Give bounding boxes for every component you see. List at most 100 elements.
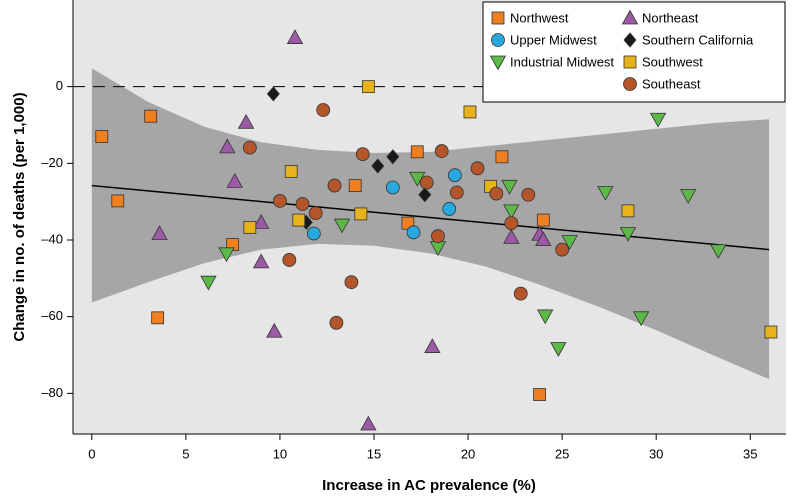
legend-label: Industrial Midwest xyxy=(510,54,614,69)
marker-triangle-down xyxy=(550,342,567,357)
legend-marker xyxy=(623,55,637,69)
x-tick-label: 15 xyxy=(367,446,381,461)
marker-square xyxy=(361,80,375,94)
marker-triangle-down xyxy=(501,179,518,195)
x-tick-label: 25 xyxy=(555,446,569,461)
marker-circle xyxy=(355,147,370,162)
marker-square xyxy=(284,164,298,178)
marker-diamond xyxy=(371,158,385,174)
marker-triangle-down xyxy=(619,227,637,242)
legend-marker xyxy=(623,32,637,48)
marker-square xyxy=(151,311,165,325)
marker-circle xyxy=(470,161,485,176)
x-tick-label: 10 xyxy=(273,446,287,461)
legend-marker xyxy=(491,11,505,25)
marker-circle xyxy=(329,315,344,330)
marker-circle xyxy=(434,144,449,158)
y-tick-label: 0 xyxy=(56,78,63,93)
marker-triangle-up xyxy=(151,225,168,240)
y-tick-label: –40 xyxy=(41,231,63,246)
marker-square xyxy=(533,388,546,401)
marker-square xyxy=(348,179,362,192)
marker-triangle-up xyxy=(252,253,270,269)
marker-square xyxy=(495,150,509,164)
legend-marker xyxy=(489,55,507,71)
marker-circle xyxy=(555,242,570,257)
marker-square xyxy=(536,213,550,227)
marker-diamond xyxy=(418,187,432,203)
marker-circle xyxy=(295,197,310,211)
marker-triangle-down xyxy=(710,244,727,260)
marker-diamond xyxy=(266,86,280,102)
marker-circle xyxy=(327,178,342,193)
marker-circle xyxy=(513,286,528,301)
marker-circle xyxy=(385,180,400,195)
marker-square xyxy=(621,204,635,218)
marker-circle xyxy=(447,168,462,183)
legend-label: Northwest xyxy=(510,10,569,25)
marker-triangle-up xyxy=(424,338,441,353)
marker-triangle-up xyxy=(360,415,377,431)
legend: Northwest Upper Midwest Industrial Midwest… xyxy=(482,1,786,103)
marker-square xyxy=(144,109,158,123)
marker-circle xyxy=(406,225,421,240)
x-tick-label: 30 xyxy=(649,446,663,461)
marker-square xyxy=(292,213,306,227)
marker-circle xyxy=(419,175,434,190)
x-tick-label: 20 xyxy=(461,446,475,461)
marker-circle xyxy=(489,186,504,201)
marker-triangle-up xyxy=(219,138,236,154)
marker-triangle-up xyxy=(252,214,270,229)
trend-line xyxy=(91,184,770,251)
marker-triangle-up xyxy=(226,173,243,188)
confidence-band xyxy=(91,68,770,380)
marker-triangle-up xyxy=(535,231,552,247)
marker-circle xyxy=(442,202,457,216)
marker-circle xyxy=(308,206,323,221)
marker-circle xyxy=(449,185,464,200)
marker-square xyxy=(243,220,257,234)
y-tick-label: –80 xyxy=(41,385,63,400)
marker-square xyxy=(764,325,778,339)
marker-circle xyxy=(504,216,519,231)
legend-label: Southern California xyxy=(642,32,754,47)
x-tick-label: 35 xyxy=(743,446,757,461)
legend-label: Northeast xyxy=(642,10,699,25)
marker-triangle-down xyxy=(537,309,554,325)
marker-triangle-up xyxy=(237,113,255,129)
marker-triangle-down xyxy=(333,218,351,234)
marker-triangle-down xyxy=(503,204,520,220)
marker-triangle-up xyxy=(266,322,283,338)
legend-label: Southeast xyxy=(642,76,701,91)
y-tick-label: –20 xyxy=(41,155,63,170)
marker-triangle-up xyxy=(286,29,304,44)
marker-circle xyxy=(242,140,257,155)
legend-label: Upper Midwest xyxy=(510,32,597,47)
marker-square xyxy=(111,194,125,208)
marker-triangle-down xyxy=(561,235,578,250)
legend-marker xyxy=(621,9,639,25)
marker-diamond xyxy=(386,149,400,165)
marker-square xyxy=(354,207,368,221)
marker-circle xyxy=(306,226,321,241)
marker-circle xyxy=(344,275,359,290)
marker-square xyxy=(463,105,477,119)
marker-triangle-down xyxy=(597,186,614,201)
legend-marker xyxy=(491,33,505,47)
marker-circle xyxy=(282,253,297,267)
marker-triangle-down xyxy=(649,112,667,128)
marker-circle xyxy=(521,187,536,202)
x-axis-title: Increase in AC prevalence (%) xyxy=(322,477,536,494)
marker-circle xyxy=(316,103,331,117)
marker-triangle-down xyxy=(200,275,217,291)
marker-triangle-down xyxy=(218,247,235,263)
marker-circle xyxy=(431,229,445,244)
marker-triangle-down xyxy=(679,189,697,204)
x-tick-label: 0 xyxy=(88,446,95,461)
marker-circle xyxy=(273,193,287,208)
marker-triangle-up xyxy=(503,228,520,244)
legend-label: Southwest xyxy=(642,54,703,69)
x-tick-label: 5 xyxy=(182,446,189,461)
marker-square xyxy=(95,130,109,143)
